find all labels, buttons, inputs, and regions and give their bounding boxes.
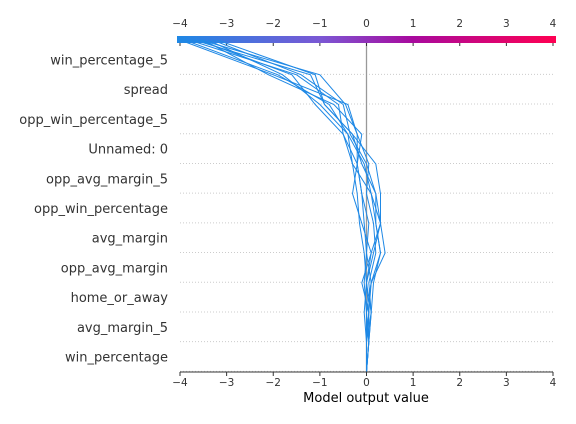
top-tick-label: −1: [312, 18, 327, 30]
colorbar-gradient: [177, 36, 556, 43]
top-tick-label: 1: [410, 18, 417, 30]
feature-label: win_percentage: [65, 351, 168, 366]
feature-label: opp_avg_margin_5: [46, 172, 168, 187]
bottom-tick-label: 2: [456, 377, 463, 389]
decision-line: [200, 39, 377, 372]
feature-label: opp_win_percentage_5: [19, 113, 168, 128]
bottom-tick-label: 0: [363, 377, 370, 389]
top-tick-label: 3: [503, 18, 510, 30]
top-tick-label: −2: [266, 18, 281, 30]
decision-line: [207, 39, 382, 372]
top-tick-label: −4: [172, 18, 188, 30]
feature-label: win_percentage_5: [50, 54, 168, 69]
decision-line: [193, 39, 382, 372]
decision-line: [217, 39, 386, 372]
bottom-tick-label: −4: [172, 377, 188, 389]
top-tick-label: 4: [550, 18, 557, 30]
feature-label: Unnamed: 0: [88, 143, 168, 158]
decision-lines: [179, 39, 386, 373]
bottom-tick-label: −3: [219, 377, 234, 389]
decision-line: [203, 39, 372, 373]
feature-label: opp_avg_margin: [61, 261, 168, 276]
feature-label: spread: [124, 83, 168, 98]
decision-line: [179, 39, 368, 372]
top-tick-label: 2: [456, 18, 463, 30]
decision-line: [189, 39, 382, 372]
decision-line: [184, 39, 370, 373]
feature-label: opp_win_percentage: [34, 202, 168, 217]
bottom-tick-label: −2: [266, 377, 281, 389]
x-axis-title: Model output value: [303, 391, 429, 406]
feature-label: avg_margin_5: [77, 321, 168, 336]
x-axis: Model output value −4 −3 −2 −1 0 1 2 3 4: [172, 371, 557, 406]
feature-label: avg_margin: [92, 232, 168, 247]
top-tick-label: −3: [219, 18, 234, 30]
bottom-tick-label: 1: [410, 377, 417, 389]
decision-line: [212, 39, 382, 373]
bottom-tick-label: 3: [503, 377, 510, 389]
top-tick-label: 0: [363, 18, 370, 30]
colorbar: −4 −3 −2 −1 0 1 2 3 4: [172, 18, 557, 46]
bottom-tick-label: −1: [312, 377, 327, 389]
bottom-tick-label: 4: [550, 377, 557, 389]
feature-label: home_or_away: [71, 291, 169, 306]
decision-line: [198, 39, 372, 373]
